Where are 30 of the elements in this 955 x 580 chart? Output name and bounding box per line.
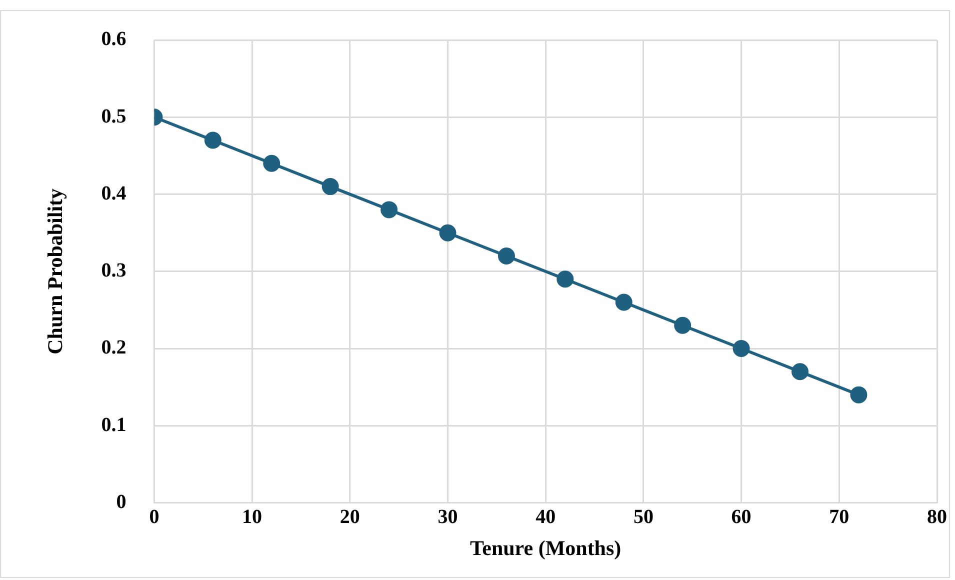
point	[263, 154, 280, 172]
x-tick-label: 80	[927, 506, 947, 528]
point	[380, 201, 398, 218]
point	[732, 340, 750, 358]
point	[322, 178, 339, 196]
point	[439, 224, 456, 242]
x-tick-label: 70	[829, 506, 850, 528]
point	[204, 132, 222, 149]
y-tick-label: 0.6	[101, 28, 126, 50]
y-tick-label: 0.5	[101, 105, 126, 128]
y-tick-label: 0.1	[101, 414, 126, 436]
y-tick-label: 0.4	[101, 182, 126, 204]
y-tick-label: 0	[116, 490, 126, 513]
point	[498, 247, 515, 264]
point	[556, 270, 574, 288]
x-tick-label: 50	[633, 506, 654, 528]
y-tick-label: 0.3	[101, 260, 126, 282]
point	[615, 294, 632, 311]
point	[674, 316, 692, 334]
y-tick-label: 0.2	[101, 336, 126, 359]
y-axis-title: Churn Probability	[43, 188, 68, 354]
point	[792, 363, 809, 380]
point	[850, 386, 868, 404]
x-tick-label: 60	[731, 506, 752, 528]
x-tick-label: 30	[438, 506, 458, 528]
x-tick-label: 40	[536, 506, 556, 528]
x-axis-title: Tenure (Months)	[470, 536, 622, 560]
x-tick-label: 10	[242, 506, 262, 528]
x-tick-label: 0	[149, 506, 160, 528]
x-tick-label: 20	[340, 506, 360, 528]
